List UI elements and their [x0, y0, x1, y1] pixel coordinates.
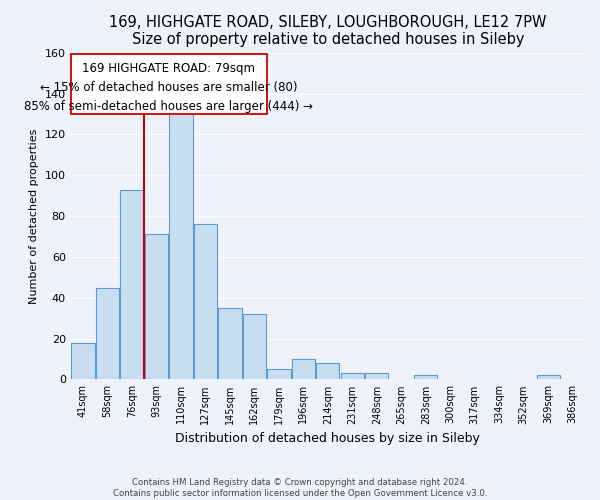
X-axis label: Distribution of detached houses by size in Sileby: Distribution of detached houses by size … — [175, 432, 480, 445]
Bar — [169, 108, 193, 380]
Bar — [365, 374, 388, 380]
Bar — [71, 54, 266, 114]
Bar — [218, 308, 242, 380]
Bar — [96, 288, 119, 380]
Bar — [243, 314, 266, 380]
Bar — [341, 374, 364, 380]
Bar — [267, 369, 290, 380]
Title: 169, HIGHGATE ROAD, SILEBY, LOUGHBOROUGH, LE12 7PW
Size of property relative to : 169, HIGHGATE ROAD, SILEBY, LOUGHBOROUGH… — [109, 15, 547, 48]
Bar — [316, 363, 340, 380]
Bar — [71, 342, 95, 380]
Bar — [145, 234, 168, 380]
Bar — [120, 190, 143, 380]
Text: Contains HM Land Registry data © Crown copyright and database right 2024.
Contai: Contains HM Land Registry data © Crown c… — [113, 478, 487, 498]
Bar — [194, 224, 217, 380]
Bar — [292, 359, 315, 380]
Bar — [414, 376, 437, 380]
Y-axis label: Number of detached properties: Number of detached properties — [29, 128, 39, 304]
Text: 85% of semi-detached houses are larger (444) →: 85% of semi-detached houses are larger (… — [25, 100, 313, 112]
Text: 169 HIGHGATE ROAD: 79sqm: 169 HIGHGATE ROAD: 79sqm — [82, 62, 256, 75]
Bar — [536, 376, 560, 380]
Text: ← 15% of detached houses are smaller (80): ← 15% of detached houses are smaller (80… — [40, 80, 298, 94]
